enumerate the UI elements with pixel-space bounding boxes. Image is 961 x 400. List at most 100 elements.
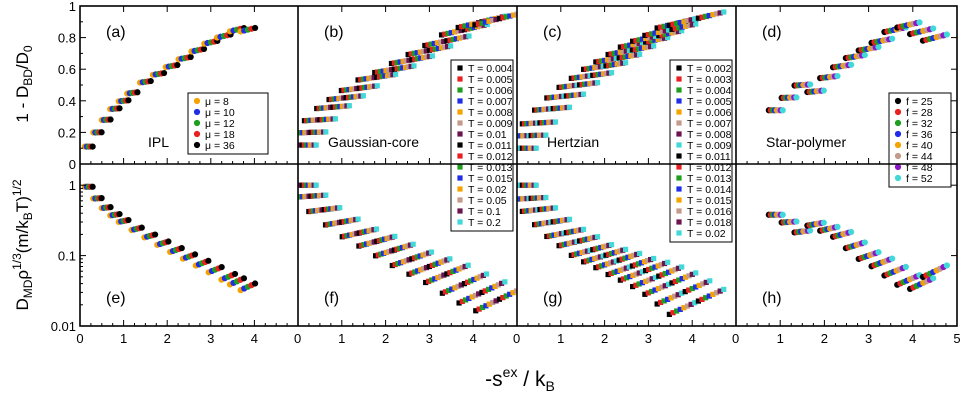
bottom-data-point — [639, 269, 646, 275]
bottom-data-point — [622, 246, 629, 252]
bottom-data-point — [476, 306, 482, 312]
bottom-data-point — [288, 183, 293, 188]
top-data-point — [607, 56, 614, 63]
top-data-point — [655, 36, 661, 43]
top-data-point — [500, 15, 506, 21]
top-data-point — [574, 75, 580, 81]
bottom-data-point — [471, 276, 477, 283]
legend-entry-label: T = 0.018 — [687, 217, 732, 229]
legend-entry-label: T = 0.012 — [468, 151, 513, 163]
top-data-point — [593, 59, 599, 65]
bottom-data-point — [679, 290, 685, 296]
legend-entry-label: T = 0.013 — [687, 173, 732, 185]
top-data-point — [394, 59, 400, 66]
bottom-data-point — [943, 262, 950, 269]
bottom-data-point — [447, 270, 453, 276]
legend-entry-label: f = 36 — [906, 129, 933, 141]
bottom-data-point — [383, 249, 389, 256]
top-data-point — [713, 11, 720, 17]
top-data-point — [686, 22, 692, 29]
legend-entry-label: f = 48 — [906, 162, 933, 174]
top-data-point — [661, 23, 667, 29]
bottom-data-point — [513, 288, 517, 294]
bottom-data-point — [439, 290, 445, 296]
top-data-point — [652, 37, 658, 43]
top-data-point — [589, 65, 595, 71]
bottom-data-point — [676, 277, 682, 283]
bottom-data-point — [656, 273, 662, 279]
bottom-data-point — [633, 282, 639, 288]
x-axis-label: -sex / kB — [485, 364, 555, 394]
legend-entry-label: μ = 10 — [205, 107, 235, 119]
bottom-data-point — [902, 263, 909, 270]
top-data-point — [658, 36, 664, 42]
top-data-point — [625, 53, 631, 59]
x-tick-label: 3 — [645, 331, 652, 346]
bottom-data-point — [493, 298, 499, 304]
legend-marker — [676, 65, 682, 71]
legend-marker — [676, 153, 682, 159]
bottom-data-point — [438, 273, 444, 279]
top-data-point — [582, 73, 588, 80]
bottom-data-point — [628, 253, 634, 259]
legend-marker — [193, 141, 201, 149]
top-data-point — [442, 31, 448, 37]
legend-entry-label: T = 0.006 — [687, 107, 732, 119]
top-data-point — [366, 75, 372, 81]
top-data-point — [619, 54, 625, 60]
bottom-data-point — [679, 276, 685, 282]
bottom-data-point — [658, 262, 664, 268]
bottom-data-point — [703, 279, 709, 285]
top-data-point — [665, 35, 671, 41]
bottom-data-point — [636, 281, 642, 287]
top-data-point — [608, 70, 615, 76]
x-tick-label: 2 — [164, 331, 171, 346]
top-data-point — [590, 72, 596, 78]
top-data-point — [666, 27, 672, 33]
bottom-data-point — [409, 256, 415, 262]
top-data-point — [514, 11, 517, 17]
top-data-point — [468, 25, 474, 31]
legend-marker — [894, 97, 902, 105]
top-y-tick-label: 0.6 — [58, 62, 76, 77]
top-data-point — [391, 66, 397, 72]
top-data-point — [414, 50, 420, 56]
bottom-data-point — [666, 311, 672, 317]
bottom-data-point — [659, 272, 665, 278]
top-data-point — [631, 52, 637, 58]
bottom-data-point — [410, 241, 416, 247]
top-data-point — [648, 43, 654, 50]
bottom-data-point — [458, 282, 464, 288]
top-data-point — [916, 19, 923, 26]
top-data-point — [628, 53, 634, 59]
top-data-point — [637, 51, 643, 57]
bottom-data-point — [571, 252, 577, 258]
bottom-data-point — [178, 245, 185, 252]
top-y-tick-label: 0.2 — [58, 125, 76, 140]
bottom-data-point — [636, 270, 642, 276]
bottom-data-point — [686, 287, 692, 293]
bottom-data-point — [240, 275, 248, 282]
bottom-data-point — [415, 268, 421, 274]
top-data-point — [438, 39, 444, 45]
top-y-axis-label: 1 - DBD/D0 — [13, 45, 35, 123]
top-data-point — [596, 58, 602, 65]
bottom-data-point — [623, 265, 629, 271]
bottom-data-point — [695, 298, 701, 304]
top-data-point — [423, 48, 429, 54]
bottom-data-point — [477, 274, 483, 280]
top-data-point — [450, 36, 456, 43]
bottom-data-point — [395, 261, 401, 267]
top-data-point — [684, 18, 691, 24]
bottom-data-point — [392, 261, 398, 268]
bottom-data-point — [658, 299, 664, 306]
bottom-data-point — [639, 280, 646, 286]
bottom-data-point — [423, 264, 430, 271]
top-data-point — [384, 72, 391, 79]
bottom-data-point — [681, 305, 687, 311]
top-data-point — [432, 46, 439, 52]
bottom-data-point — [608, 270, 614, 277]
legend-marker — [457, 131, 463, 137]
top-data-point — [543, 132, 549, 138]
legend-box — [187, 92, 269, 155]
